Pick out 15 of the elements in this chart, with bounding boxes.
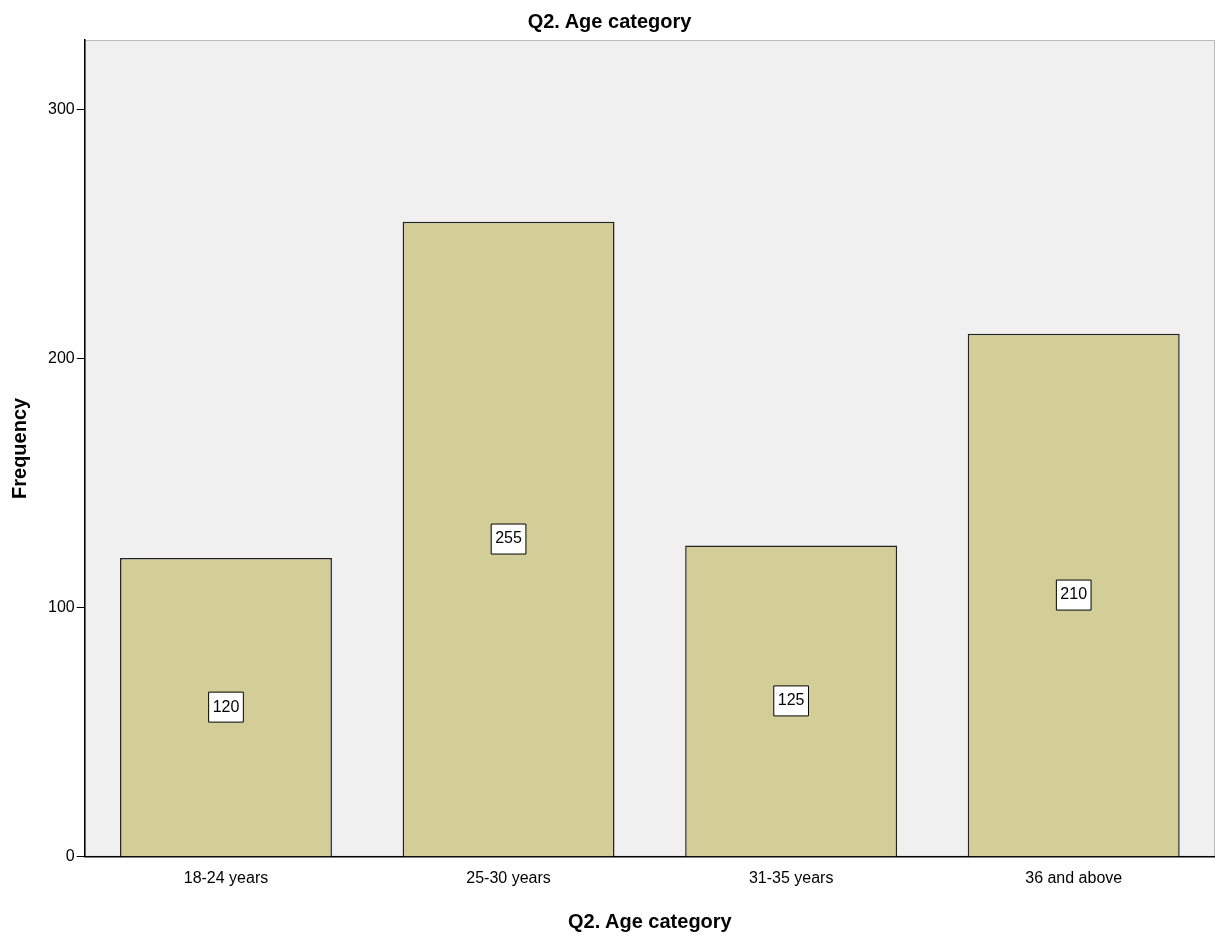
x-tick-label: 18-24 years <box>183 868 269 886</box>
x-tick-label: 25-30 years <box>466 868 551 886</box>
x-tick-label: 36 and above <box>1025 868 1123 886</box>
chart-title: Q2. Age category <box>527 9 693 32</box>
data-label: 125 <box>777 691 805 709</box>
y-tick-label: 100 <box>47 598 75 616</box>
x-tick-label: 31-35 years <box>748 868 834 886</box>
y-tick-label: 0 <box>65 847 75 865</box>
data-label: 210 <box>1060 585 1088 603</box>
x-axis-title: Q2. Age category <box>567 909 733 932</box>
y-tick-label: 300 <box>47 100 75 118</box>
y-tick-label: 200 <box>47 349 75 367</box>
data-label: 255 <box>495 529 522 547</box>
y-axis-title: Frequency <box>7 396 30 499</box>
data-label: 120 <box>212 697 240 715</box>
